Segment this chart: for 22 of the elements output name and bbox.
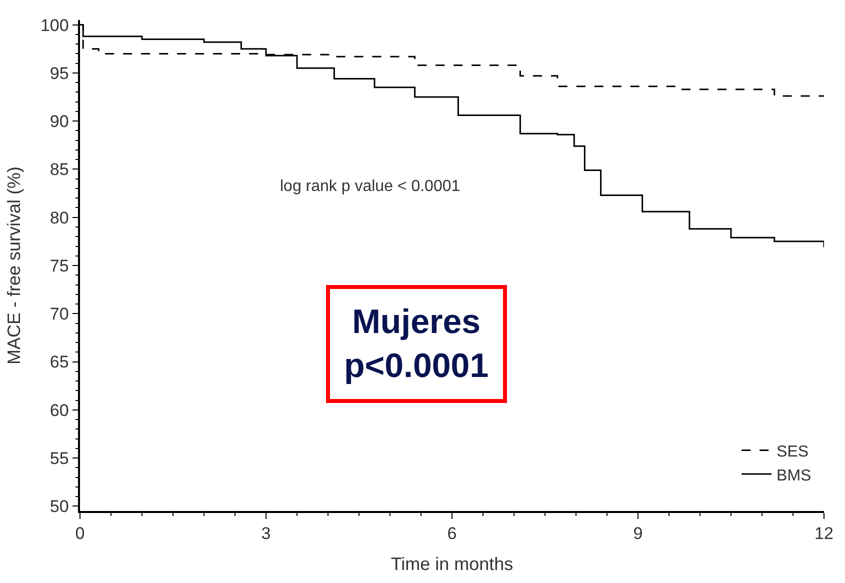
legend-label: BMS — [776, 467, 812, 484]
annotation: Mujeres p<0.0001 — [344, 303, 489, 386]
y-tick-label: 80 — [50, 208, 69, 228]
y-tick-label: 95 — [50, 64, 69, 83]
x-tick-label: 9 — [633, 524, 643, 544]
legend-label: SES — [776, 444, 809, 460]
x-tick-label: 0 — [75, 524, 85, 544]
annotation: log rank p value < 0.0001 — [280, 178, 460, 195]
y-axis-title: MACE - free survival (%) — [4, 166, 24, 365]
y-tick-label: 55 — [50, 449, 69, 468]
y-tick-label: 75 — [50, 256, 69, 276]
y-tick-label: 65 — [50, 352, 69, 372]
x-tick-label: 6 — [447, 524, 457, 544]
y-tick-label: 50 — [50, 497, 69, 516]
x-axis-title: Time in months — [390, 554, 514, 574]
y-tick-label: 70 — [50, 304, 69, 324]
y-tick-label: 85 — [50, 160, 69, 180]
x-tick-label: 12 — [814, 524, 834, 544]
x-tick-label: 3 — [261, 524, 271, 544]
y-tick-label: 90 — [50, 112, 69, 132]
y-tick-label: 60 — [50, 400, 69, 420]
y-tick-label: 100 — [40, 16, 69, 35]
